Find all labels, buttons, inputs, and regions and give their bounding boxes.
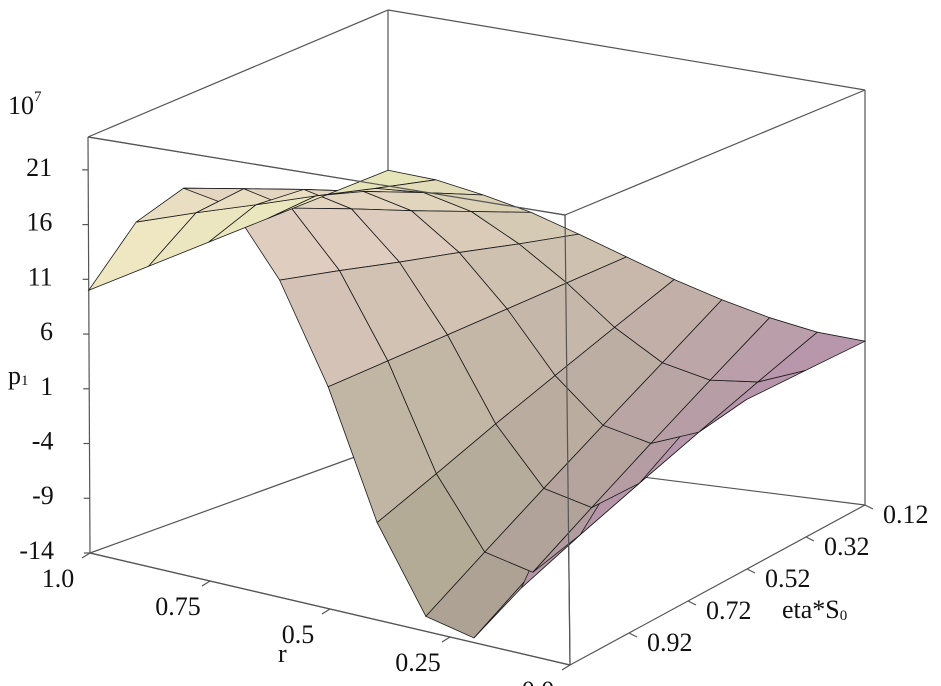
z-label-sub: 1 — [21, 373, 29, 389]
x-tick-label: 0.75 — [155, 592, 201, 621]
x-tick-label: 0.0 — [522, 676, 555, 686]
y-tick — [805, 536, 815, 542]
x-tick-label: 0.25 — [395, 648, 441, 677]
x-tick — [81, 552, 91, 559]
z-tick-label: -14 — [19, 536, 54, 565]
box-edge — [87, 136, 91, 554]
x-axis-label: r — [278, 639, 287, 668]
box-edge — [87, 9, 389, 138]
x-tick — [321, 608, 331, 615]
box-edge — [87, 136, 566, 216]
z-tick-label: -4 — [32, 426, 54, 455]
box-edge — [564, 214, 571, 666]
x-tick — [441, 636, 451, 643]
z-tick-label: 6 — [40, 317, 53, 346]
z-scale: 107 — [8, 89, 42, 120]
y-tick-label: 0.32 — [824, 532, 870, 561]
y-tick-label: 0.12 — [883, 500, 929, 529]
box-edge — [564, 89, 866, 216]
x-tick-label: 0.5 — [282, 620, 315, 649]
y-tick-label: 0.72 — [706, 596, 752, 625]
y-tick — [628, 632, 638, 638]
z-tick-label: 11 — [28, 262, 53, 291]
box-edge — [387, 9, 866, 91]
y-label: eta*S — [782, 595, 840, 624]
z-tick-label: -9 — [32, 481, 54, 510]
x-tick — [561, 664, 571, 671]
z-tick-label: 21 — [26, 153, 52, 182]
z-scale-exp: 7 — [34, 89, 42, 105]
y-label-sub: 0 — [840, 608, 848, 624]
surface-patch — [757, 331, 867, 383]
x-tick-label: 1.0 — [42, 564, 75, 593]
y-tick — [746, 568, 756, 574]
box-edge — [89, 552, 571, 666]
y-tick — [864, 504, 874, 510]
box-edge — [569, 504, 866, 666]
box-edge — [89, 444, 389, 554]
z-tick-label: 16 — [26, 208, 52, 237]
z-axis-label: p1 — [8, 361, 29, 390]
y-tick — [687, 600, 697, 606]
z-scale-base: 10 — [8, 91, 34, 120]
x-tick — [201, 580, 211, 587]
z-tick-label: 1 — [40, 372, 53, 401]
y-axis-label: eta*S0 — [782, 595, 847, 624]
z-label: p — [8, 361, 21, 390]
y-tick-label: 0.92 — [647, 628, 693, 657]
y-tick-label: 0.52 — [765, 564, 811, 593]
